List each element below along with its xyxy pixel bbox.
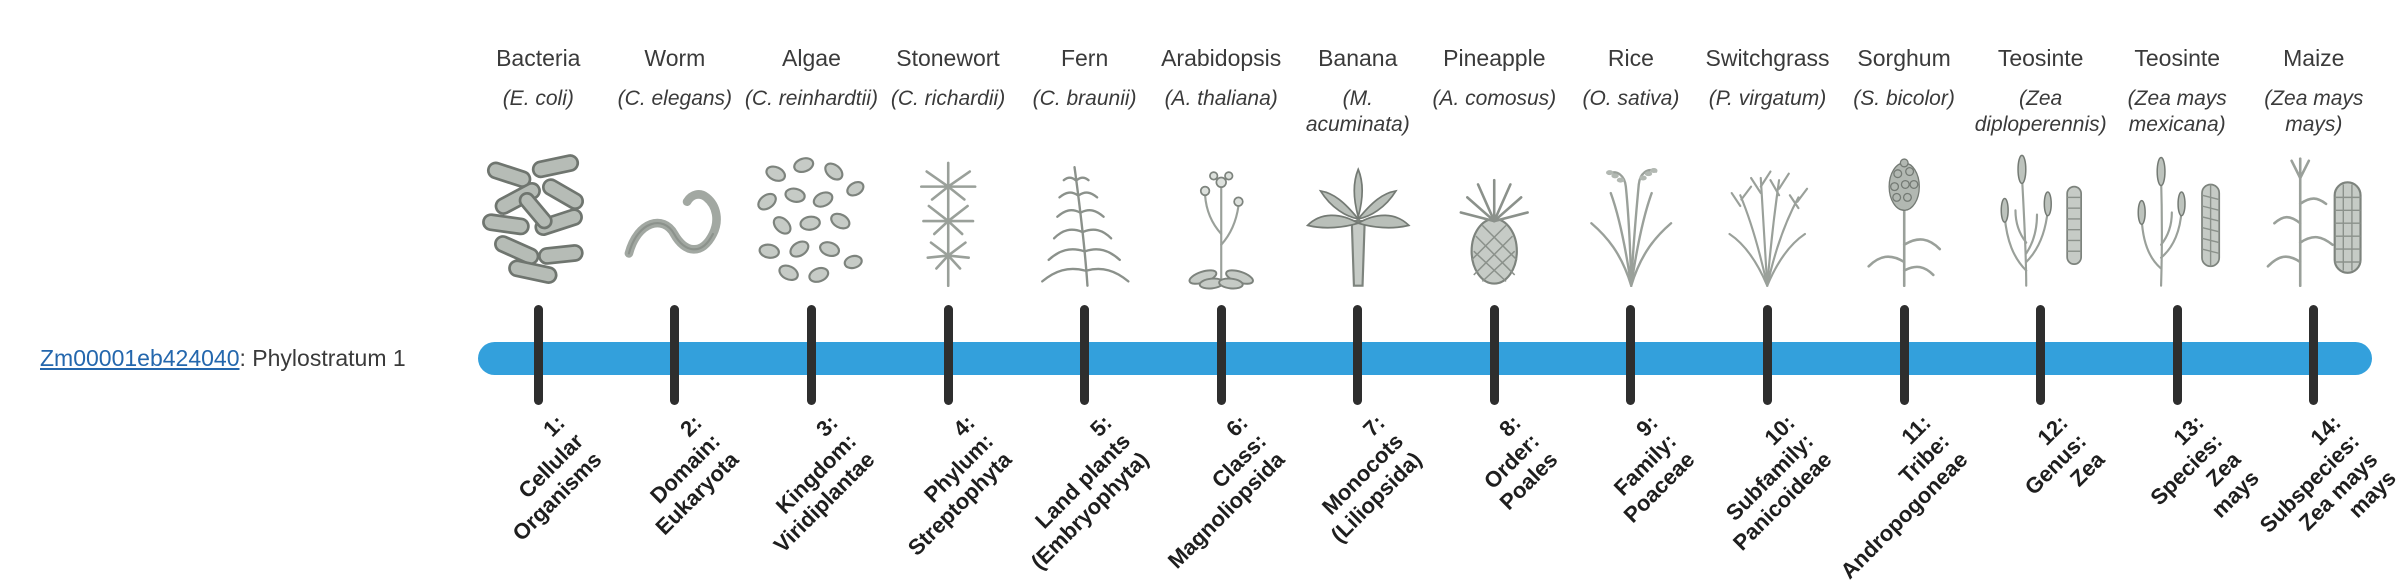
timeline-tick — [1762, 305, 1772, 405]
organism-column-13: Teosinte (Zea mays mexicana) 13: Species… — [2109, 0, 2264, 580]
organism-name: Sorghum — [1857, 45, 1951, 71]
organism-scientific-name: (C. braunii) — [1032, 87, 1137, 110]
organism-column-5: Fern (C. braunii) 5: Land plants (Embryo… — [1016, 0, 1153, 580]
organism-column-1: Bacteria (E. coli) 1: Cellular Organisms — [470, 0, 607, 580]
timeline-tick — [1626, 305, 1636, 405]
timeline-tick — [1899, 305, 1909, 405]
timeline-tick — [2036, 305, 2046, 405]
organism-column-4: Stonewort (C. richardii) 4: Phylum: Stre… — [880, 0, 1017, 580]
organism-name: Fern — [1060, 45, 1109, 71]
pineapple-icon — [1426, 142, 1563, 290]
sorghum-icon — [1836, 142, 1973, 290]
timeline-tick — [2309, 305, 2319, 405]
organism-column-10: Switchgrass (P. virgatum) 10: Subfamily:… — [1699, 0, 1836, 580]
organism-name: Pineapple — [1443, 45, 1546, 71]
gene-id-link[interactable]: Zm00001eb424040 — [40, 345, 240, 371]
organism-column-6: Arabidopsis (A. thaliana) 6: Class: Magn… — [1153, 0, 1290, 580]
timeline-tick — [1080, 305, 1090, 405]
organism-name: Banana — [1318, 45, 1398, 71]
arabidopsis-icon — [1153, 142, 1290, 290]
gene-phylostratum-text: : Phylostratum 1 — [239, 345, 406, 371]
organism-name: Switchgrass — [1705, 45, 1830, 71]
organism-name: Worm — [644, 45, 706, 71]
organism-name: Rice — [1607, 45, 1654, 71]
maize-icon — [2246, 142, 2383, 290]
organism-column-9: Rice (O. sativa) 9: Family: Poaceae — [1563, 0, 1700, 580]
switchgrass-icon — [1699, 142, 1836, 290]
organism-name: Teosinte — [2134, 45, 2221, 71]
organism-scientific-name: (P. virgatum) — [1708, 87, 1827, 110]
teosinte-icon — [1972, 142, 2109, 290]
organism-scientific-name: (S. bicolor) — [1853, 87, 1955, 110]
stonewort-icon — [880, 142, 1017, 290]
bacteria-icon — [470, 142, 607, 290]
organism-scientific-name: (A. thaliana) — [1164, 87, 1278, 110]
banana-icon — [1289, 142, 1426, 290]
organism-scientific-name: (C. reinhardtii) — [744, 87, 878, 110]
organism-scientific-name: (E. coli) — [502, 87, 574, 110]
organism-column-14: Maize (Zea mays mays) 14: Subspecies: Ze… — [2246, 0, 2400, 580]
timeline-tick — [670, 305, 680, 405]
organism-scientific-name: (C. elegans) — [617, 87, 733, 110]
organism-column-8: Pineapple (A. comosus) 8: Order: Poales — [1426, 0, 1563, 580]
fern-icon — [1016, 142, 1153, 290]
organism-scientific-name: (C. richardii) — [890, 87, 1006, 110]
organism-scientific-name: (Zea mays mays) — [2264, 87, 2364, 136]
timeline-tick — [806, 305, 816, 405]
organism-column-12: Teosinte (Zea diploperennis) 12: Genus: … — [1972, 0, 2109, 580]
timeline-tick — [1489, 305, 1499, 405]
algae-icon — [743, 142, 880, 290]
organism-column-2: Worm (C. elegans) 2: Domain: Eukaryota — [607, 0, 744, 580]
organism-column-11: Sorghum (S. bicolor) 11: Tribe: Andropog… — [1836, 0, 1973, 580]
timeline-tick — [1216, 305, 1226, 405]
organism-name: Stonewort — [896, 45, 1000, 71]
timeline-tick — [533, 305, 543, 405]
timeline-tick — [943, 305, 953, 405]
organism-name: Algae — [782, 45, 841, 71]
organism-scientific-name: (M. acuminata) — [1305, 87, 1410, 136]
timeline-tick — [1353, 305, 1363, 405]
organism-scientific-name: (Zea mays mexicana) — [2127, 87, 2227, 136]
organism-scientific-name: (O. sativa) — [1582, 87, 1680, 110]
organism-column-3: Algae (C. reinhardtii) 3: Kingdom: Virid… — [743, 0, 880, 580]
organism-name: Bacteria — [496, 45, 581, 71]
timeline-tick — [2172, 305, 2182, 405]
teosinte2-icon — [2109, 142, 2246, 290]
organism-scientific-name: (Zea diploperennis) — [1974, 87, 2107, 136]
gene-label: Zm00001eb424040: Phylostratum 1 — [40, 344, 406, 372]
organism-name: Teosinte — [1997, 45, 2084, 71]
organism-columns: Bacteria (E. coli) 1: Cellular Organisms… — [470, 0, 2400, 580]
worm-icon — [607, 142, 744, 290]
organism-name: Maize — [2283, 45, 2345, 71]
organism-column-7: Banana (M. acuminata) 7: Monocots (Lilio… — [1289, 0, 1426, 580]
rice-icon — [1563, 142, 1700, 290]
timeline-bar — [478, 342, 2372, 375]
organism-scientific-name: (A. comosus) — [1432, 87, 1557, 110]
organism-name: Arabidopsis — [1161, 45, 1282, 71]
